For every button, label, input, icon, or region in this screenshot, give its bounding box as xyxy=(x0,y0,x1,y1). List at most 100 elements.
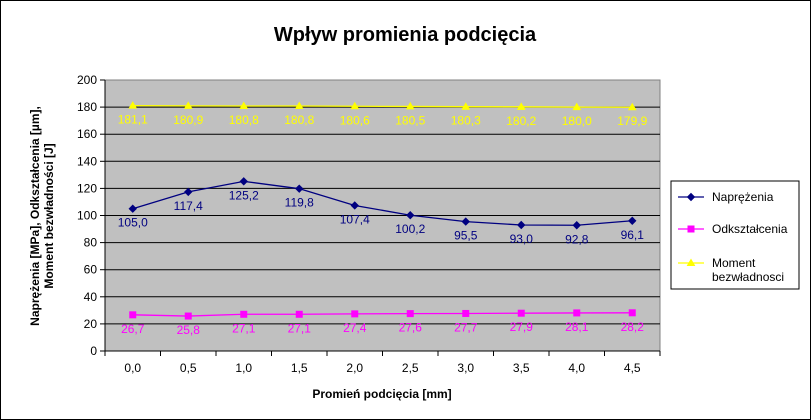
data-point xyxy=(628,216,637,225)
y-tick-label: 180 xyxy=(77,100,97,114)
data-point xyxy=(294,101,304,110)
y-tick-label: 40 xyxy=(84,290,98,304)
y-tick-label: 120 xyxy=(77,181,97,195)
data-label: 180,0 xyxy=(562,114,592,128)
data-label: 25,8 xyxy=(177,323,201,337)
data-point xyxy=(240,310,248,318)
legend-marker xyxy=(687,225,695,233)
y-tick-label: 160 xyxy=(77,127,97,141)
series-1: 26,7 25,8 27,1 27,1 27,4 27,6 27,7 27,9 28,1 28,2 xyxy=(121,309,645,337)
y-tick-label: 60 xyxy=(84,263,98,277)
legend-label: bezwładnosci xyxy=(712,270,784,284)
data-label: 27,6 xyxy=(399,321,423,335)
data-label: 180,8 xyxy=(229,113,259,127)
data-label: 26,7 xyxy=(121,322,145,336)
data-label: 95,5 xyxy=(454,229,478,243)
data-point xyxy=(295,184,304,193)
data-point xyxy=(350,201,359,210)
x-tick-label: 2,0 xyxy=(346,361,363,375)
x-tick-label: 1,0 xyxy=(235,361,252,375)
data-point xyxy=(350,101,360,110)
series-line xyxy=(132,312,633,317)
data-point xyxy=(517,309,525,317)
data-point xyxy=(628,309,636,317)
data-point xyxy=(239,101,249,110)
data-point xyxy=(128,101,138,109)
data-point xyxy=(184,187,193,197)
x-axis-title: Promień podcięcia [mm] xyxy=(312,387,451,401)
series-0: 105,0 117,4 125,2 119,8 107,4 100,2 95,5 93,0 92… xyxy=(118,177,645,246)
data-label: 107,4 xyxy=(340,212,370,226)
data-point xyxy=(572,221,581,230)
data-point xyxy=(572,102,582,111)
data-point xyxy=(627,102,637,111)
data-label: 105,0 xyxy=(118,216,148,230)
data-label: 180,5 xyxy=(395,113,425,127)
data-point xyxy=(128,204,137,213)
data-point xyxy=(295,310,303,318)
series-line xyxy=(132,104,633,108)
data-label: 181,1 xyxy=(118,113,148,127)
series-layer: 105,0 117,4 125,2 119,8 107,4 100,2 95,5 93,0 92… xyxy=(118,101,648,337)
data-label: 180,9 xyxy=(173,113,203,127)
data-label: 28,2 xyxy=(621,320,645,334)
series-line xyxy=(132,180,633,226)
x-tick-label: 4,0 xyxy=(568,361,585,375)
x-tick-label: 4,5 xyxy=(624,361,641,375)
data-label: 96,1 xyxy=(621,228,645,242)
y-tick-label: 200 xyxy=(77,73,97,87)
y-tick-label: 20 xyxy=(84,317,98,331)
data-point xyxy=(183,101,193,109)
y-axis-title-line-1: Naprężenia [MPa], Odkształcenia [µm], xyxy=(28,106,42,326)
legend-label: Moment xyxy=(712,256,756,270)
data-point xyxy=(517,220,526,230)
data-label: 180,6 xyxy=(340,113,370,127)
x-tick-label: 2,5 xyxy=(402,361,419,375)
data-point xyxy=(239,177,248,186)
legend: Naprężenia Odkształcenia Momentbezwładnosc… xyxy=(670,180,800,290)
data-label: 180,2 xyxy=(506,114,536,128)
axes xyxy=(104,80,661,356)
data-label: 180,3 xyxy=(451,114,481,128)
data-label: 125,2 xyxy=(229,188,259,202)
legend-entries: Naprężenia Odkształcenia Momentbezwładnosc… xyxy=(678,190,788,284)
data-label: 92,8 xyxy=(565,232,589,246)
data-point xyxy=(405,101,415,110)
data-point xyxy=(406,211,415,220)
x-tick-label: 3,5 xyxy=(513,361,530,375)
data-label: 27,9 xyxy=(510,320,534,334)
chart-title: Wpływ promienia podcięcia xyxy=(274,24,537,46)
y-tick-labels: 0 20 40 60 80 100 120 140 160 180 200 xyxy=(77,73,97,358)
x-tick-label: 0,5 xyxy=(180,361,197,375)
legend-marker xyxy=(686,192,696,202)
x-tick-label: 3,0 xyxy=(457,361,474,375)
data-point xyxy=(516,102,526,110)
y-axis-title-line-2: Moment bezwładności [J] xyxy=(42,143,56,288)
x-tick-label: 1,5 xyxy=(291,361,308,375)
data-point xyxy=(462,309,470,317)
y-tick-label: 0 xyxy=(90,344,97,358)
data-label: 27,7 xyxy=(454,320,478,334)
x-tick-labels: 0,0 0,5 1,0 1,5 2,0 2,5 3,0 3,5 4,0 4,5 xyxy=(124,361,641,375)
gridlines xyxy=(100,79,660,352)
data-point xyxy=(461,102,471,110)
legend-marker xyxy=(686,258,696,266)
data-point xyxy=(129,311,137,319)
data-label: 180,8 xyxy=(284,113,314,127)
y-tick-label: 80 xyxy=(84,236,98,250)
data-label: 119,8 xyxy=(285,196,314,210)
legend-label: Odkształcenia xyxy=(712,222,788,236)
data-label: 27,1 xyxy=(232,321,256,335)
series-2: 181,1 180,9 180,8 180,8 180,6 180,5 180,3 180,2… xyxy=(118,101,648,128)
data-point xyxy=(184,312,192,320)
data-point xyxy=(461,217,470,226)
legend-label: Naprężenia xyxy=(712,190,774,204)
data-point xyxy=(351,310,359,318)
data-label: 100,2 xyxy=(395,222,425,236)
x-tick-label: 0,0 xyxy=(124,361,141,375)
y-tick-label: 100 xyxy=(77,209,97,223)
y-axis-title: Naprężenia [MPa], Odkształcenia [µm], Mo… xyxy=(28,106,56,326)
data-point xyxy=(573,309,581,317)
